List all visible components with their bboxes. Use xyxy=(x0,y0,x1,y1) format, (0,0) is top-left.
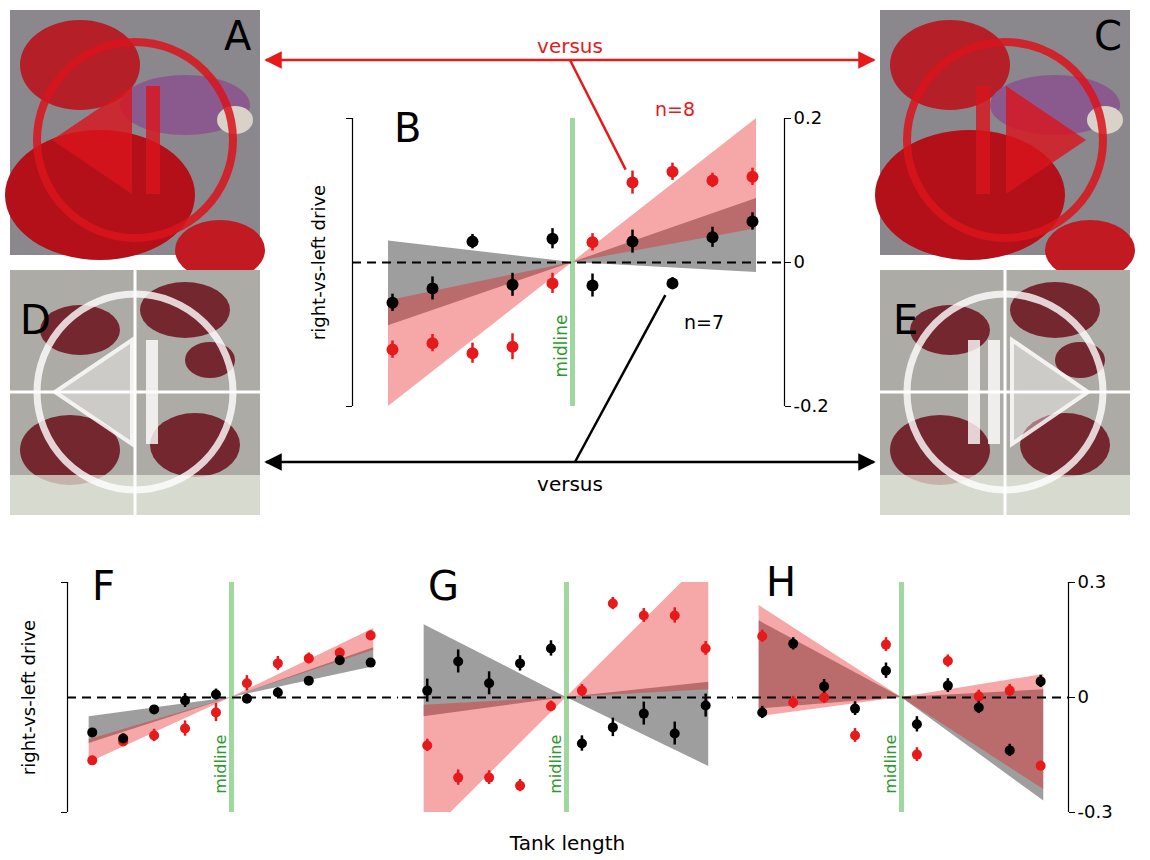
svg-text:midline: midline xyxy=(881,735,900,794)
html-text:versus: versus xyxy=(537,34,603,58)
svg-text:0.2: 0.2 xyxy=(794,107,823,128)
svg-text:0: 0 xyxy=(1078,686,1089,707)
html-text:n=7: n=7 xyxy=(684,311,725,333)
html-text:n=8: n=8 xyxy=(655,98,696,120)
html-text:B: B xyxy=(394,105,422,151)
html-text:C: C xyxy=(1094,13,1122,59)
html-text:G: G xyxy=(428,563,459,609)
svg-text:right-vs-left drive: right-vs-left drive xyxy=(308,185,329,340)
html-text:H: H xyxy=(766,559,797,605)
svg-text:0: 0 xyxy=(794,251,805,272)
svg-text:-0.3: -0.3 xyxy=(1078,801,1113,822)
svg-text:right-vs-left drive: right-vs-left drive xyxy=(18,620,39,775)
html-text:D: D xyxy=(20,297,51,343)
svg-text:-0.2: -0.2 xyxy=(794,395,829,416)
html-text:versus: versus xyxy=(537,472,603,496)
html-text:F: F xyxy=(92,563,115,609)
svg-text:midline: midline xyxy=(211,735,230,794)
svg-text:0.3: 0.3 xyxy=(1078,571,1107,592)
svg-text:midline: midline xyxy=(551,315,571,378)
html-text:E: E xyxy=(893,297,919,343)
html-text:A: A xyxy=(224,13,252,59)
html-text:Tank length: Tank length xyxy=(509,831,626,855)
svg-text:midline: midline xyxy=(546,735,565,794)
